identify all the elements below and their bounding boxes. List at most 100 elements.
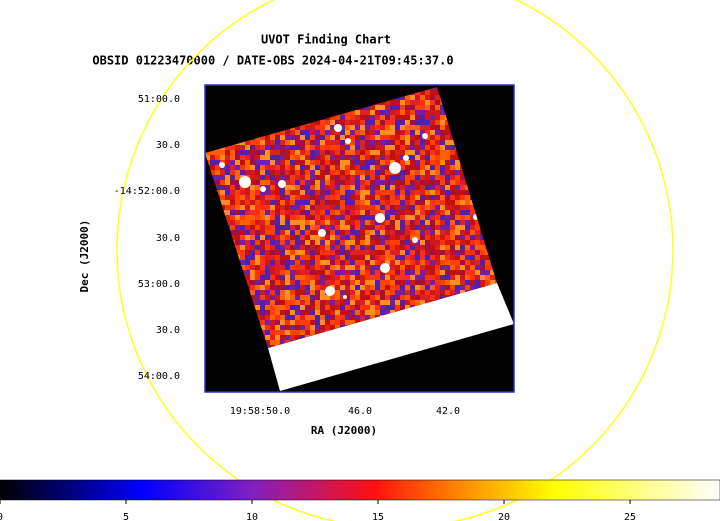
pixel bbox=[250, 220, 255, 225]
pixel bbox=[330, 315, 335, 320]
pixel bbox=[340, 210, 345, 215]
pixel bbox=[380, 305, 385, 310]
pixel bbox=[345, 145, 350, 150]
pixel bbox=[385, 120, 390, 125]
pixel bbox=[275, 150, 280, 155]
pixel bbox=[375, 290, 380, 295]
pixel bbox=[415, 275, 420, 280]
pixel bbox=[365, 235, 370, 240]
pixel bbox=[230, 155, 235, 160]
pixel bbox=[275, 285, 280, 290]
pixel bbox=[260, 145, 265, 150]
pixel bbox=[315, 135, 320, 140]
pixel bbox=[435, 290, 440, 295]
pixel bbox=[415, 205, 420, 210]
pixel bbox=[265, 290, 270, 295]
pixel bbox=[340, 235, 345, 240]
pixel bbox=[305, 320, 310, 325]
pixel bbox=[240, 155, 245, 160]
pixel bbox=[300, 320, 305, 325]
pixel bbox=[375, 130, 380, 135]
pixel bbox=[340, 315, 345, 320]
pixel bbox=[415, 170, 420, 175]
pixel bbox=[390, 240, 395, 245]
pixel bbox=[435, 150, 440, 155]
pixel bbox=[275, 160, 280, 165]
pixel bbox=[285, 235, 290, 240]
pixel bbox=[370, 160, 375, 165]
pixel bbox=[405, 240, 410, 245]
pixel bbox=[455, 195, 460, 200]
pixel bbox=[440, 125, 445, 130]
pixel bbox=[335, 275, 340, 280]
pixel bbox=[450, 215, 455, 220]
pixel bbox=[325, 135, 330, 140]
pixel bbox=[355, 125, 360, 130]
pixel bbox=[275, 200, 280, 205]
pixel bbox=[350, 215, 355, 220]
pixel bbox=[350, 220, 355, 225]
pixel bbox=[435, 270, 440, 275]
pixel bbox=[390, 185, 395, 190]
pixel bbox=[270, 305, 275, 310]
pixel bbox=[405, 290, 410, 295]
pixel bbox=[435, 170, 440, 175]
pixel bbox=[300, 285, 305, 290]
pixel bbox=[395, 255, 400, 260]
pixel bbox=[300, 135, 305, 140]
pixel bbox=[330, 175, 335, 180]
pixel bbox=[410, 165, 415, 170]
pixel bbox=[360, 315, 365, 320]
pixel bbox=[305, 200, 310, 205]
pixel bbox=[430, 200, 435, 205]
pixel bbox=[420, 255, 425, 260]
pixel bbox=[450, 205, 455, 210]
pixel bbox=[295, 210, 300, 215]
pixel bbox=[275, 255, 280, 260]
pixel bbox=[350, 250, 355, 255]
pixel bbox=[315, 310, 320, 315]
pixel bbox=[355, 255, 360, 260]
pixel bbox=[370, 290, 375, 295]
pixel bbox=[355, 250, 360, 255]
pixel bbox=[215, 185, 220, 190]
pixel bbox=[310, 220, 315, 225]
pixel bbox=[470, 280, 475, 285]
pixel bbox=[400, 275, 405, 280]
star bbox=[325, 286, 335, 296]
pixel bbox=[415, 255, 420, 260]
pixel bbox=[435, 140, 440, 145]
pixel bbox=[285, 225, 290, 230]
pixel bbox=[280, 245, 285, 250]
pixel bbox=[330, 185, 335, 190]
pixel bbox=[260, 270, 265, 275]
pixel bbox=[370, 260, 375, 265]
pixel bbox=[205, 155, 210, 160]
colorbar-tick-label: 15 bbox=[372, 512, 384, 521]
pixel bbox=[475, 260, 480, 265]
pixel bbox=[240, 210, 245, 215]
pixel bbox=[415, 245, 420, 250]
pixel bbox=[335, 260, 340, 265]
pixel bbox=[335, 115, 340, 120]
pixel bbox=[395, 190, 400, 195]
pixel bbox=[375, 175, 380, 180]
pixel bbox=[305, 260, 310, 265]
pixel bbox=[385, 225, 390, 230]
pixel bbox=[290, 230, 295, 235]
star bbox=[375, 213, 385, 223]
pixel bbox=[470, 265, 475, 270]
subtitle: OBSID 01223470000 / DATE-OBS 2024-04-21T… bbox=[92, 54, 453, 68]
pixel bbox=[340, 170, 345, 175]
pixel bbox=[305, 255, 310, 260]
pixel bbox=[355, 190, 360, 195]
pixel bbox=[460, 225, 465, 230]
pixel bbox=[285, 295, 290, 300]
pixel bbox=[440, 120, 445, 125]
pixel bbox=[400, 235, 405, 240]
pixel bbox=[425, 170, 430, 175]
pixel bbox=[245, 255, 250, 260]
pixel bbox=[425, 180, 430, 185]
pixel bbox=[305, 195, 310, 200]
pixel bbox=[215, 175, 220, 180]
